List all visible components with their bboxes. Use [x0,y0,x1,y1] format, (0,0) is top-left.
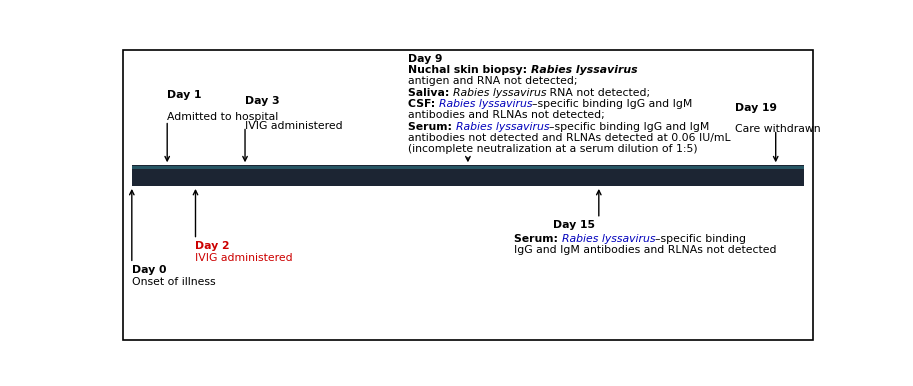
Text: Day 2: Day 2 [195,241,230,251]
Text: Care withdrawn: Care withdrawn [735,124,821,134]
Text: (incomplete neutralization at a serum dilution of 1:5): (incomplete neutralization at a serum di… [408,144,698,154]
Text: Rabies lyssavirus: Rabies lyssavirus [456,122,549,132]
Text: Rabies lyssavirus: Rabies lyssavirus [561,234,656,244]
Text: –specific binding IgG and IgM: –specific binding IgG and IgM [532,99,693,109]
Text: IVIG administered: IVIG administered [195,253,293,263]
Text: Rabies lyssavirus: Rabies lyssavirus [439,99,532,109]
Text: Nuchal skin biopsy:: Nuchal skin biopsy: [408,65,530,75]
Text: Rabies lyssavirus: Rabies lyssavirus [453,88,546,98]
Text: IgG and IgM antibodies and RLNAs not detected: IgG and IgM antibodies and RLNAs not det… [514,245,776,256]
Text: IVIG administered: IVIG administered [245,120,342,130]
Text: Day 19: Day 19 [735,103,777,113]
Text: Day 15: Day 15 [553,220,595,230]
Bar [131,166,804,169]
Text: Day 0: Day 0 [131,265,166,275]
Text: –specific binding IgG and IgM: –specific binding IgG and IgM [549,122,709,132]
Text: Day 3: Day 3 [245,96,279,106]
Text: Saliva:: Saliva: [408,88,453,98]
Text: Admitted to hospital: Admitted to hospital [167,112,278,122]
Text: antigen and RNA not detected;: antigen and RNA not detected; [408,76,577,86]
Text: antibodies and RLNAs not detected;: antibodies and RLNAs not detected; [408,110,604,120]
Text: –specific binding: –specific binding [656,234,746,244]
Text: Day 1: Day 1 [167,90,202,100]
Text: antibodies not detected and RLNAs detected at 0.06 IU/mL: antibodies not detected and RLNAs detect… [408,133,730,143]
Text: CSF:: CSF: [408,99,439,109]
Text: Serum:: Serum: [408,122,456,132]
Text: Day 9: Day 9 [408,54,442,64]
Text: RNA not detected;: RNA not detected; [546,88,651,98]
Text: Onset of illness: Onset of illness [131,277,215,287]
Bar [131,165,804,186]
Text: Rabies lyssavirus: Rabies lyssavirus [530,65,637,75]
Text: Serum:: Serum: [514,234,561,244]
